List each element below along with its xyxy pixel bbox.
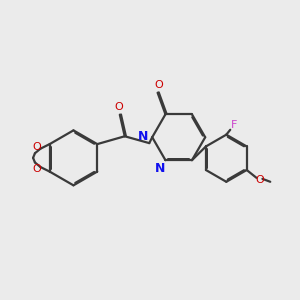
Text: F: F [231, 120, 237, 130]
Text: N: N [138, 130, 148, 143]
Text: O: O [154, 80, 163, 90]
Text: O: O [255, 175, 264, 185]
Text: N: N [155, 161, 166, 175]
Text: O: O [32, 164, 41, 174]
Text: O: O [115, 102, 123, 112]
Text: O: O [32, 142, 41, 152]
